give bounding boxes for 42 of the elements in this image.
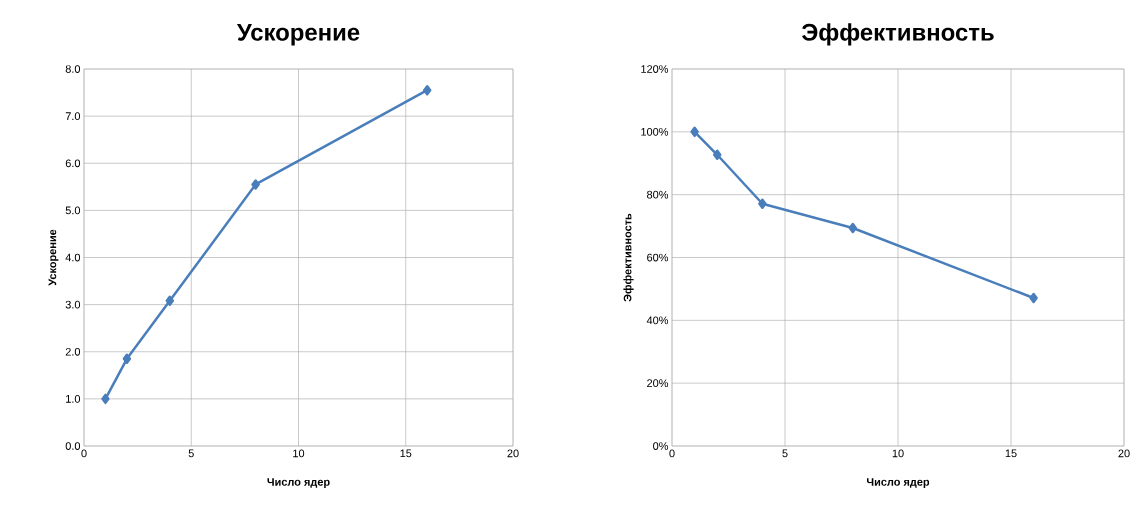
point [758,198,767,210]
x-tick-label: 15 [1005,449,1017,458]
point [712,149,722,160]
x-tick-label: 0 [81,449,87,458]
x-axis-title: Число ядер [866,478,930,488]
chart-title: Эффективность [801,23,994,46]
y-tick-label: 100% [641,127,669,136]
y-tick-label: 80% [647,190,669,199]
x-tick-label: 5 [188,449,194,458]
y-tick-label: 6.0 [65,159,81,168]
point [848,222,858,234]
y-tick-label: 4.0 [65,253,81,262]
y-tick-label: 7.0 [65,112,81,121]
point [122,353,132,365]
y-axis-title: Ускорение [48,229,59,286]
y-tick-label: 3.0 [65,300,81,309]
point [1029,292,1038,304]
point [101,393,110,405]
y-axis-title: Эффективность [623,213,634,302]
point [165,295,175,307]
x-tick-label: 20 [507,449,519,458]
y-tick-label: 40% [646,316,669,325]
x-tick-label: 0 [669,449,675,458]
y-tick-label: 5.0 [65,206,81,215]
x-tick-label: 10 [293,449,305,458]
chart-title: Ускорение [236,24,360,46]
y-tick-label: 2.0 [65,347,81,356]
point [422,84,432,96]
y-tick-label: 0.0 [65,442,81,450]
x-tick-label: 10 [892,449,904,458]
y-tick-label: 0% [653,442,669,450]
x-axis-title: Число ядер [267,478,330,488]
point [251,179,260,190]
point [690,126,699,138]
y-tick-label: 20% [647,379,669,388]
x-tick-label: 20 [1118,449,1130,458]
y-tick-label: 1.0 [66,395,81,403]
y-tick-label: 60% [647,253,669,262]
y-tick-label: 8.0 [65,65,81,73]
x-tick-label: 5 [782,449,788,458]
y-tick-label: 120% [641,65,669,73]
x-tick-label: 15 [400,449,412,458]
